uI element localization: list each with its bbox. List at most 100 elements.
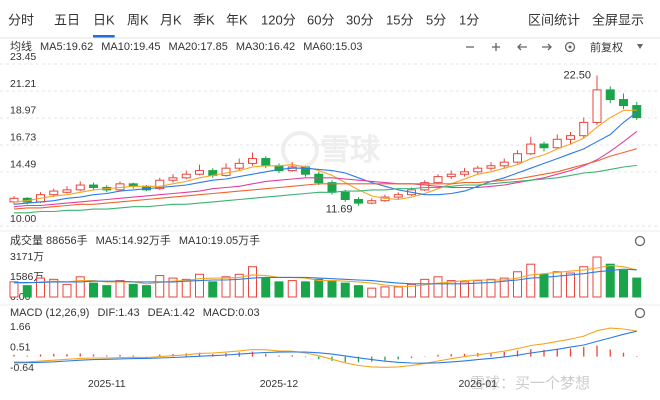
volume-bar xyxy=(22,285,32,298)
legend-entry: MA5:14.92万手 xyxy=(96,233,171,247)
legend-entry: MACD (12,26,9) xyxy=(10,307,89,319)
indicator-line xyxy=(13,330,637,364)
tab[interactable]: 15分 xyxy=(386,12,413,27)
volume-bar xyxy=(274,281,284,298)
tab-underline xyxy=(93,35,115,38)
volume-bar xyxy=(287,280,297,298)
candle-body xyxy=(340,191,350,201)
indicator-line xyxy=(14,264,637,287)
candle-body xyxy=(579,121,589,137)
watermark: 雪球 xyxy=(320,134,381,167)
y-tick-label: 18.97 xyxy=(10,105,36,117)
legend-entry: MA30:16.42 xyxy=(236,41,295,53)
legend-entry: DIF:1.43 xyxy=(97,307,139,319)
candle-body xyxy=(168,177,178,181)
volume-bar xyxy=(513,271,522,298)
candle-body xyxy=(460,171,469,175)
tab[interactable]: 周K xyxy=(127,12,149,27)
high-label: 22.50 xyxy=(563,69,591,81)
volume-bar xyxy=(195,273,204,298)
candle-body xyxy=(367,200,377,204)
tab[interactable]: 年K xyxy=(226,12,248,27)
volume-bar xyxy=(89,282,98,298)
legend-entry: MA10:19.05万手 xyxy=(179,233,260,247)
candle-body xyxy=(181,173,191,179)
tab[interactable]: 五日 xyxy=(54,12,80,27)
y-tick-label: 23.45 xyxy=(10,51,36,63)
tab[interactable]: 1分 xyxy=(459,12,479,27)
candle-body xyxy=(499,161,509,167)
candle-body xyxy=(9,197,19,203)
y-tick-label: 16.73 xyxy=(10,132,36,144)
legend-entry: MA20:17.85 xyxy=(169,41,228,53)
candle-body xyxy=(619,99,628,107)
volume-bar xyxy=(115,280,125,298)
volume-bar xyxy=(261,277,271,298)
candle-body xyxy=(566,135,575,140)
indicator-line xyxy=(13,148,637,210)
candle-body xyxy=(393,194,403,198)
volume-bar xyxy=(446,280,456,298)
low-label: 11.69 xyxy=(326,204,353,216)
y-tick-label: 21.21 xyxy=(10,78,36,90)
volume-bar xyxy=(75,276,85,298)
candle-body xyxy=(89,184,98,188)
candle-body xyxy=(605,89,615,101)
legend-entry: MA5:19.62 xyxy=(40,41,93,53)
volume-bar xyxy=(128,283,138,298)
volume-bar xyxy=(340,282,350,298)
volume-bar xyxy=(605,263,615,298)
link[interactable]: 区间统计 xyxy=(528,12,580,27)
tab[interactable]: 季K xyxy=(193,12,215,27)
candle-body xyxy=(632,105,642,119)
volume-bar xyxy=(566,272,575,298)
tab[interactable]: 月K xyxy=(160,12,182,27)
candle-body xyxy=(234,162,244,169)
candle-body xyxy=(513,153,522,163)
tab[interactable]: 30分 xyxy=(346,12,373,27)
x-tick-label: 2025-11 xyxy=(88,378,126,390)
volume-bar xyxy=(393,286,403,298)
tab[interactable]: 120分 xyxy=(261,12,296,27)
volume-bar xyxy=(499,277,509,298)
volume-bar xyxy=(9,281,19,298)
volume-bar xyxy=(632,277,642,298)
legend-entry: DEA:1.42 xyxy=(148,307,195,319)
volume-bar xyxy=(314,278,324,298)
adjust-mode[interactable]: 前复权 xyxy=(590,40,623,54)
watermark-logo: 雪球 xyxy=(281,131,381,169)
candle-body xyxy=(446,173,456,178)
candle-body xyxy=(539,143,549,149)
volume-bar xyxy=(619,270,628,298)
volume-bar xyxy=(181,278,191,298)
candle-body xyxy=(155,179,165,190)
link[interactable]: 全屏显示 xyxy=(592,12,644,27)
volume-bar xyxy=(168,277,178,298)
indicator-line xyxy=(14,327,637,368)
y-tick-label: 1.66 xyxy=(10,321,31,333)
legend-entry: 均线 xyxy=(10,39,32,53)
candle-body xyxy=(552,138,562,149)
y-tick-label: -0.64 xyxy=(10,362,34,374)
candle-body xyxy=(195,170,204,175)
candle-body xyxy=(433,176,443,184)
volume-bar xyxy=(234,273,244,298)
tab[interactable]: 分时 xyxy=(8,12,34,27)
indicator-line xyxy=(14,268,637,285)
candle-body xyxy=(49,190,59,196)
tab[interactable]: 日K xyxy=(93,12,115,27)
settings-icons[interactable] xyxy=(634,235,646,319)
tab[interactable]: 5分 xyxy=(426,12,446,27)
volume-bar xyxy=(36,277,45,298)
tab[interactable]: 60分 xyxy=(307,12,334,27)
toolbar-icons[interactable] xyxy=(466,41,643,53)
volume-bar xyxy=(579,266,589,298)
volume-bar xyxy=(367,287,377,298)
candle-body xyxy=(473,167,483,173)
candle-body xyxy=(261,158,271,167)
candle-body xyxy=(526,143,536,155)
candle-body xyxy=(420,182,430,191)
volume-bar xyxy=(221,276,231,298)
candle-body xyxy=(75,184,85,191)
